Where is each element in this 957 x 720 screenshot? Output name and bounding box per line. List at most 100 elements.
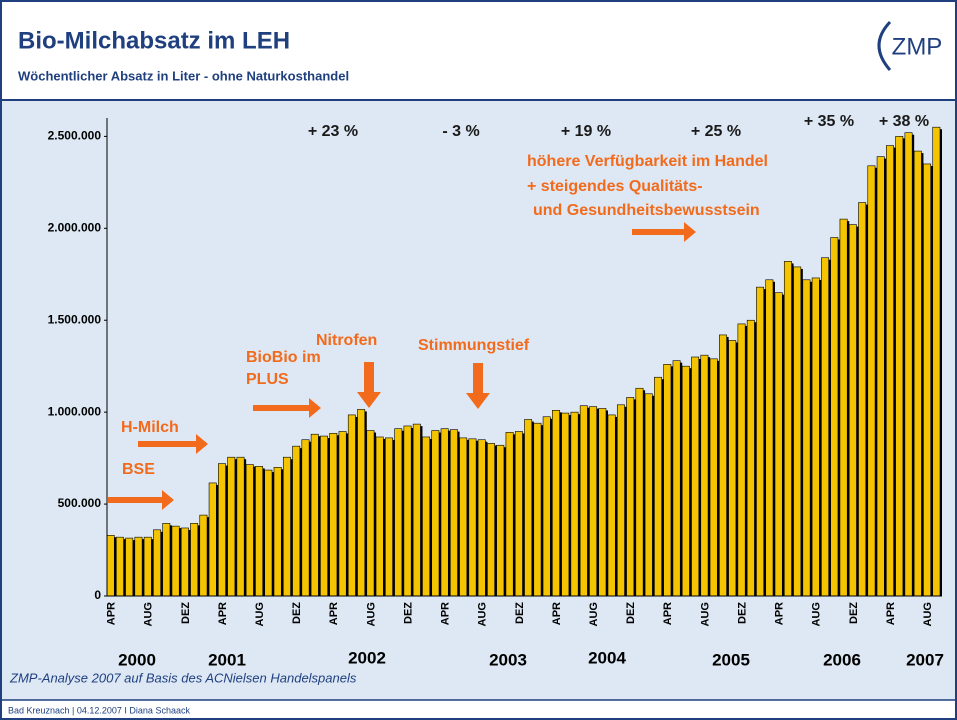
bar xyxy=(255,466,264,597)
bar xyxy=(227,456,236,597)
arrows xyxy=(108,222,696,510)
bar xyxy=(672,360,681,597)
x-tick-label: APR xyxy=(217,602,229,625)
logo-arc xyxy=(877,20,892,71)
bar xyxy=(589,406,598,597)
bar xyxy=(190,523,199,597)
footer: Bad Kreuznach | 04.12.2007 I Diana Schaa… xyxy=(8,705,190,715)
annotation: Nitrofen xyxy=(316,332,377,349)
bar xyxy=(394,428,403,597)
growth-label: + 35 % xyxy=(804,113,854,130)
bar xyxy=(746,319,755,597)
chart-subtitle: Wöchentlicher Absatz in Liter - ohne Nat… xyxy=(18,68,349,83)
bar xyxy=(811,277,820,597)
bar xyxy=(514,431,523,597)
bar xyxy=(691,356,700,597)
annotation: BioBio im xyxy=(246,349,321,366)
bar xyxy=(292,445,301,597)
bar xyxy=(171,525,180,597)
x-tick-label: DEZ xyxy=(736,602,748,624)
bar xyxy=(385,437,393,597)
x-tick-label: DEZ xyxy=(180,602,192,624)
y-tick-label: 0 xyxy=(94,588,101,602)
bar xyxy=(719,334,727,597)
x-tick-label: DEZ xyxy=(514,602,526,624)
bar xyxy=(821,257,829,597)
bar xyxy=(913,150,922,597)
bar xyxy=(422,436,431,597)
bar xyxy=(626,397,635,597)
bar xyxy=(932,126,941,597)
bar xyxy=(449,429,458,597)
x-tick-label: DEZ xyxy=(625,602,637,624)
bar xyxy=(468,438,477,597)
bar xyxy=(338,431,347,597)
x-tick-label: APR xyxy=(885,602,897,625)
arrow xyxy=(632,222,696,242)
y-tick-label: 1.500.000 xyxy=(48,312,102,326)
year-label: 2000 xyxy=(118,650,156,669)
arrow xyxy=(466,363,490,409)
growth-label: + 38 % xyxy=(879,113,929,130)
year-label: 2007 xyxy=(906,650,944,669)
bar xyxy=(459,437,468,597)
bar xyxy=(236,456,245,597)
bar xyxy=(143,536,152,597)
bar xyxy=(487,443,495,597)
arrow xyxy=(108,490,174,510)
bar xyxy=(106,535,115,597)
bar xyxy=(245,464,254,597)
bar xyxy=(264,469,273,597)
bar xyxy=(134,536,143,597)
bar xyxy=(496,444,505,597)
bar xyxy=(570,411,579,597)
logo: ZMP xyxy=(892,33,943,60)
bar xyxy=(830,237,839,597)
bar xyxy=(477,439,486,597)
bar xyxy=(644,393,653,597)
bar xyxy=(839,218,848,597)
x-tick-label: AUG xyxy=(811,602,823,626)
annotation: und Gesundheitsbewusstsein xyxy=(533,202,760,219)
bar xyxy=(635,387,644,597)
y-tick-label: 2.500.000 xyxy=(48,129,102,143)
bar xyxy=(598,408,607,597)
growth-label: - 3 % xyxy=(442,123,479,140)
growth-label: + 23 % xyxy=(308,123,358,140)
x-tick-label: AUG xyxy=(477,602,489,626)
year-label: 2003 xyxy=(489,650,527,669)
bar xyxy=(125,537,134,597)
bar xyxy=(867,165,876,597)
x-tick-label: APR xyxy=(774,602,786,625)
bar xyxy=(774,292,783,597)
year-label: 2002 xyxy=(348,648,386,667)
bar xyxy=(199,514,208,597)
bar xyxy=(654,376,662,597)
bar xyxy=(876,156,885,597)
bar xyxy=(579,405,588,597)
bar xyxy=(180,527,189,597)
x-tick-label: AUG xyxy=(588,602,600,626)
x-tick-label: APR xyxy=(551,602,563,625)
x-tick-label: APR xyxy=(106,602,118,625)
y-tick-label: 2.000.000 xyxy=(48,220,102,234)
year-label: 2005 xyxy=(712,650,750,669)
bar xyxy=(440,428,449,597)
bar xyxy=(162,523,171,597)
annotation: H-Milch xyxy=(121,419,179,436)
bar xyxy=(320,435,328,597)
year-label: 2001 xyxy=(208,650,246,669)
x-tick-label: AUG xyxy=(922,602,934,626)
bar xyxy=(310,433,319,597)
annotation: PLUS xyxy=(246,371,289,388)
bar xyxy=(756,286,765,597)
bar xyxy=(542,416,551,597)
bar xyxy=(329,432,338,597)
bar xyxy=(681,365,690,597)
bar xyxy=(524,419,533,597)
bar xyxy=(783,261,792,597)
bar xyxy=(765,279,774,597)
annotation: Stimmungstief xyxy=(418,337,530,354)
